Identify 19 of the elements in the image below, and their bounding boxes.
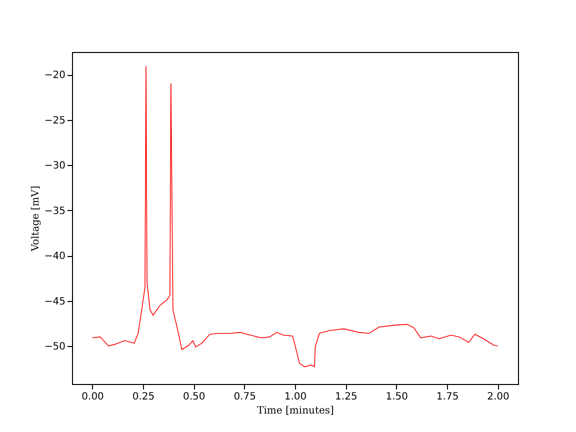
y-tick-label: −40: [44, 251, 66, 262]
y-tick-label: −50: [44, 342, 66, 353]
x-tick-label: 0.25: [132, 392, 155, 402]
y-tick-label: −20: [44, 70, 66, 82]
y-tick-label: −35: [44, 206, 66, 217]
y-axis-title: Voltage [mV]: [30, 186, 42, 252]
x-tick-label: 1.50: [386, 392, 408, 402]
x-axis-title: Time [minutes]: [257, 406, 334, 416]
line-series: [92, 66, 498, 368]
x-tick-label: 0.00: [82, 392, 104, 402]
y-tick-label: −45: [44, 296, 66, 308]
x-tick-label: 1.00: [284, 392, 307, 402]
x-tick-label: 1.25: [335, 392, 358, 402]
x-tick-label: 0.75: [234, 392, 256, 402]
y-tick-label: −25: [44, 115, 66, 126]
x-tick-label: 0.50: [183, 392, 206, 402]
x-tick-label: 1.75: [436, 392, 459, 402]
y-tick-label: −30: [44, 160, 66, 172]
x-tick-label: 2.00: [487, 392, 510, 402]
